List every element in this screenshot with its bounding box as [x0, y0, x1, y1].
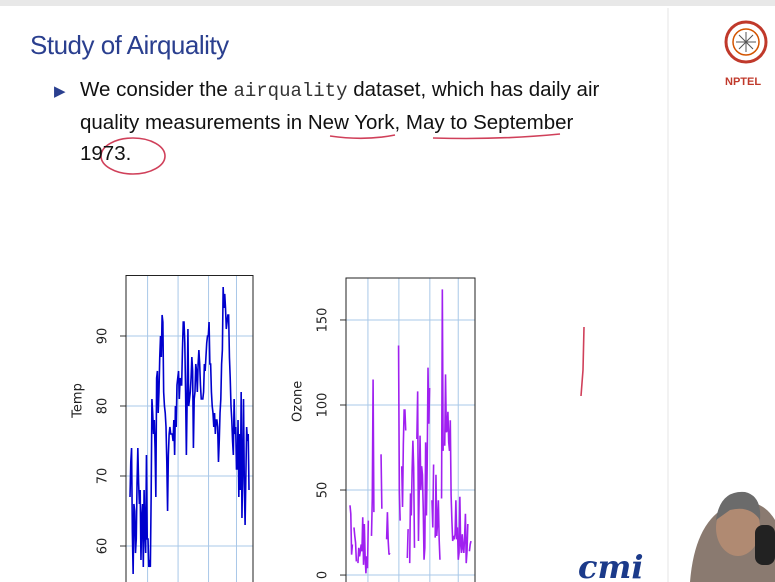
bullet-line: 1973.	[80, 138, 599, 169]
slide-title: Study of Airquality	[30, 30, 229, 61]
slide: 60 70 80 90 Temp 0 50 100 150 Ozone Study of Airq…	[0, 0, 775, 582]
bullet-marker: ▶	[54, 76, 66, 107]
y-axis-label: Ozone	[291, 381, 306, 422]
text: We consider the	[80, 78, 228, 101]
y-tick-label: 100	[316, 393, 331, 418]
y-tick-label: 50	[316, 482, 331, 499]
y-axis-label: Temp	[71, 383, 86, 419]
nptel-label: NPTEL	[725, 76, 761, 88]
bullet-line: quality measurements in New York, May to…	[80, 107, 599, 138]
y-tick-label: 60	[96, 538, 111, 555]
y-tick-label: 80	[96, 398, 111, 415]
nptel-logo-star	[736, 32, 756, 52]
y-tick-label: 70	[96, 468, 111, 485]
cmi-logo: cmi	[578, 548, 644, 582]
top-bar	[0, 0, 775, 6]
y-tick-label: 150	[316, 308, 331, 333]
plot: 0 50 100 150 Ozone	[291, 278, 476, 582]
text: dataset, which has daily air	[353, 78, 599, 101]
annotation-stroke	[581, 327, 584, 396]
plot: 60 70 80 90 Temp	[71, 276, 254, 582]
y-tick-label: 0	[316, 571, 331, 579]
microphone	[755, 525, 775, 565]
bullet-line: We consider the airquality dataset, whic…	[80, 74, 599, 107]
code: airquality	[233, 80, 347, 102]
bullet: ▶ We consider the airquality dataset, wh…	[80, 74, 599, 169]
y-tick-label: 90	[96, 328, 111, 345]
